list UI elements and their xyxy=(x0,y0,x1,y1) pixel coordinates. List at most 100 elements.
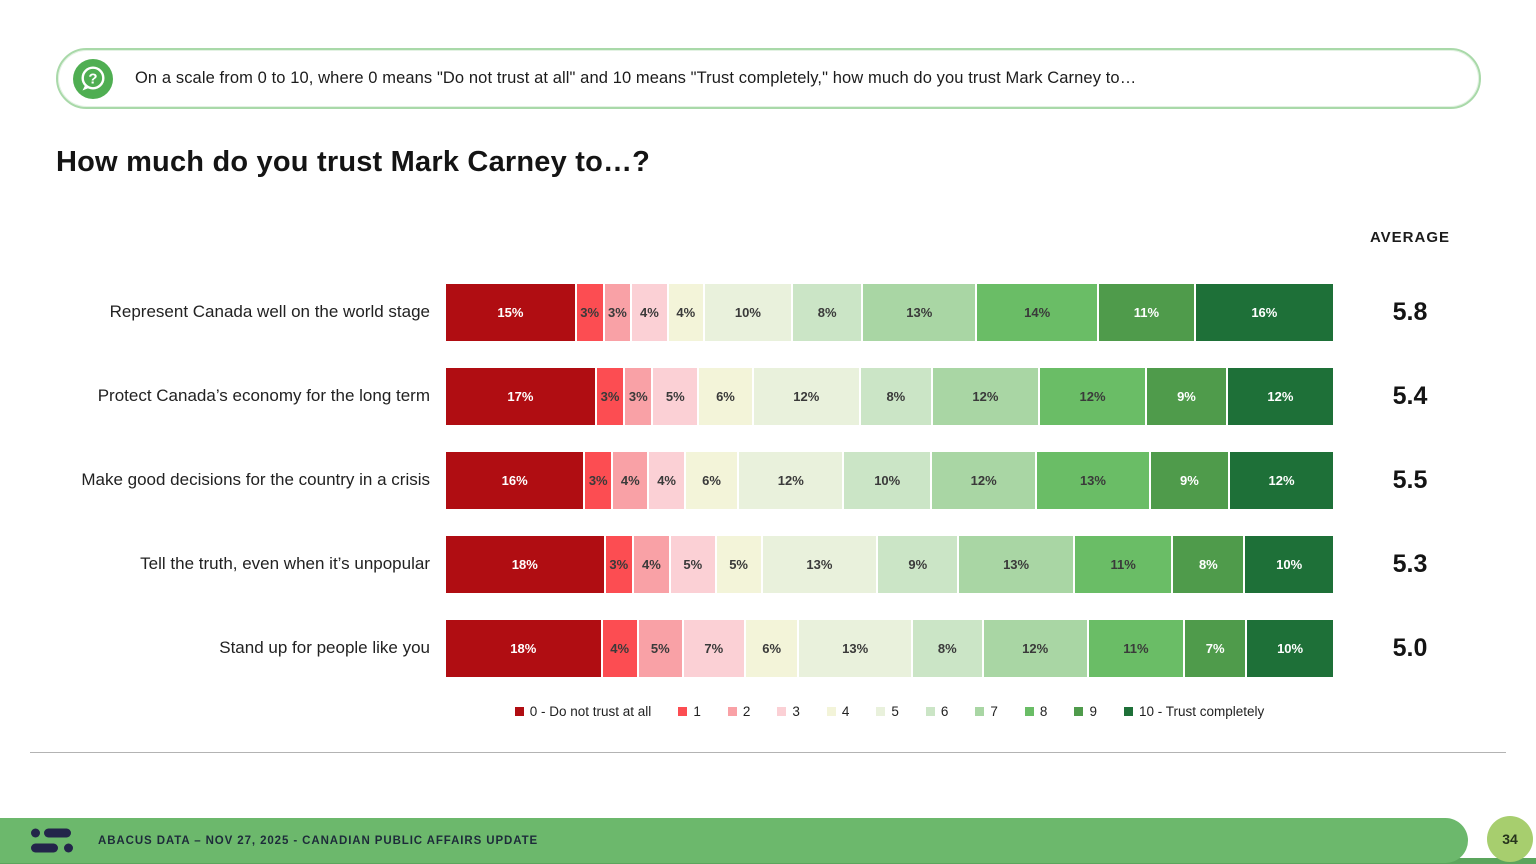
bar-segment: 3% xyxy=(605,535,632,593)
bar-segment: 4% xyxy=(649,451,684,509)
bar-segment: 12% xyxy=(1227,367,1333,425)
bar-segment: 4% xyxy=(632,283,667,341)
average-value: 5.5 xyxy=(1392,465,1428,494)
bar-segment: 3% xyxy=(596,367,624,425)
bar-segment: 8% xyxy=(860,367,931,425)
legend-item: 3 xyxy=(777,704,800,719)
row-label: Protect Canada’s economy for the long te… xyxy=(97,385,430,405)
chart-row: Tell the truth, even when it’s unpopular… xyxy=(0,522,1536,606)
bar-segment: 18% xyxy=(446,535,604,593)
bar-segment: 12% xyxy=(739,451,843,509)
legend-item: 2 xyxy=(727,703,751,719)
legend-label: 9 xyxy=(1089,703,1097,719)
bar-segment: 11% xyxy=(1088,619,1184,677)
average-value: 5.4 xyxy=(1392,381,1428,410)
bar-segment: 8% xyxy=(912,619,982,677)
bar-segment: 10% xyxy=(1247,619,1334,677)
abacus-data-logo xyxy=(31,828,73,852)
stacked-bar-chart: Represent Canada well on the world stage… xyxy=(0,270,1536,690)
legend-swatch xyxy=(1024,706,1034,716)
bar-segment: 9% xyxy=(1150,451,1228,509)
bar-segment: 4% xyxy=(613,451,648,509)
bar-segment: 13% xyxy=(762,535,877,593)
legend-swatch xyxy=(925,706,935,716)
bar-segment: 6% xyxy=(745,619,798,677)
legend-swatch xyxy=(1123,706,1133,716)
bar-segment: 5% xyxy=(653,367,698,425)
bar-segment: 3% xyxy=(625,367,652,425)
bar-segment: 5% xyxy=(670,535,715,593)
bar-segment: 18% xyxy=(446,619,601,677)
bar-segment: 12% xyxy=(983,619,1087,677)
legend-label: 6 xyxy=(940,703,949,719)
bar-segment: 10% xyxy=(1245,535,1333,593)
bar-segment: 8% xyxy=(792,283,862,341)
bar-segment: 10% xyxy=(844,451,931,509)
bar-segment: 13% xyxy=(1037,451,1149,509)
bar-segment: 13% xyxy=(863,283,976,341)
bar-segment: 4% xyxy=(668,283,703,341)
bar-segment: 5% xyxy=(716,535,761,593)
question-banner: ? On a scale from 0 to 10, where 0 means… xyxy=(56,48,1481,109)
question-speech-bubble-icon: ? xyxy=(73,58,113,99)
bar-segment: 3% xyxy=(576,283,603,341)
row-label: Stand up for people like you xyxy=(219,637,430,657)
svg-text:?: ? xyxy=(88,70,97,87)
legend-swatch xyxy=(514,706,524,716)
legend-item: 8 xyxy=(1024,703,1048,719)
bar-segment: 12% xyxy=(753,367,859,425)
chart-row: Represent Canada well on the world stage… xyxy=(0,270,1536,354)
legend-swatch xyxy=(826,706,836,716)
bar-segment: 15% xyxy=(446,283,575,341)
bar-segment: 11% xyxy=(1099,283,1194,341)
bar-segment: 9% xyxy=(1147,367,1226,425)
bar-segment: 6% xyxy=(685,451,738,509)
legend-item: 1 xyxy=(678,704,701,719)
average-value: 5.8 xyxy=(1392,297,1428,326)
bar-segment: 3% xyxy=(604,283,631,341)
footer-bar: ABACUS DATA – NOV 27, 2025 - CANADIAN PU… xyxy=(0,818,1468,863)
legend-item: 0 - Do not trust at all xyxy=(514,703,652,719)
average-column-header: AVERAGE xyxy=(1369,229,1451,246)
bar-segment: 12% xyxy=(1039,367,1146,425)
bar-segment: 8% xyxy=(1173,535,1244,593)
chart-row: Stand up for people like you 18% 4% 5% 7% 6% 1… xyxy=(0,606,1536,690)
legend-label: 2 xyxy=(742,703,751,719)
bar-segment: 16% xyxy=(446,451,584,509)
chart-row: Protect Canada’s economy for the long te… xyxy=(0,354,1536,438)
chart-row: Make good decisions for the country in a… xyxy=(0,438,1536,522)
bar-segment: 13% xyxy=(799,619,911,677)
bar-segment: 6% xyxy=(699,367,752,425)
bar-segment: 16% xyxy=(1195,283,1333,341)
stacked-bar: 17% 3% 3% 5% 6% 12% 8% 12% 12% 9% 12% xyxy=(446,367,1333,425)
bar-segment: 3% xyxy=(585,451,612,509)
legend-label: 0 - Do not trust at all xyxy=(529,703,652,719)
bar-segment: 4% xyxy=(602,619,637,677)
legend-item: 7 xyxy=(975,704,998,719)
legend-label: 1 xyxy=(693,703,701,719)
bar-segment: 9% xyxy=(878,535,958,593)
bar-segment: 11% xyxy=(1075,535,1172,593)
legend-swatch xyxy=(678,706,688,716)
bar-segment: 7% xyxy=(683,619,744,677)
row-label: Represent Canada well on the world stage xyxy=(109,301,430,321)
page-number-badge: 34 xyxy=(1487,816,1533,862)
legend-item: 4 xyxy=(826,704,849,719)
divider-line xyxy=(30,752,1506,753)
legend-item: 9 xyxy=(1074,704,1097,719)
legend-item: 5 xyxy=(876,704,899,719)
legend-swatch xyxy=(777,706,787,716)
bar-segment: 12% xyxy=(932,451,1036,509)
average-value: 5.0 xyxy=(1392,633,1428,662)
legend-label: 5 xyxy=(891,703,899,719)
legend-label: 10 - Trust completely xyxy=(1138,703,1265,719)
average-value: 5.3 xyxy=(1392,549,1428,578)
stacked-bar: 16% 3% 4% 4% 6% 12% 10% 12% 13% 9% 12% xyxy=(446,451,1334,509)
bar-segment: 17% xyxy=(446,367,595,425)
legend-label: 8 xyxy=(1039,703,1048,719)
bar-segment: 12% xyxy=(1230,451,1334,509)
stacked-bar: 15% 3% 3% 4% 4% 10% 8% 13% 14% 11% 16% xyxy=(446,283,1333,341)
legend-item: 10 - Trust completely xyxy=(1123,703,1265,719)
legend-label: 7 xyxy=(990,703,998,719)
